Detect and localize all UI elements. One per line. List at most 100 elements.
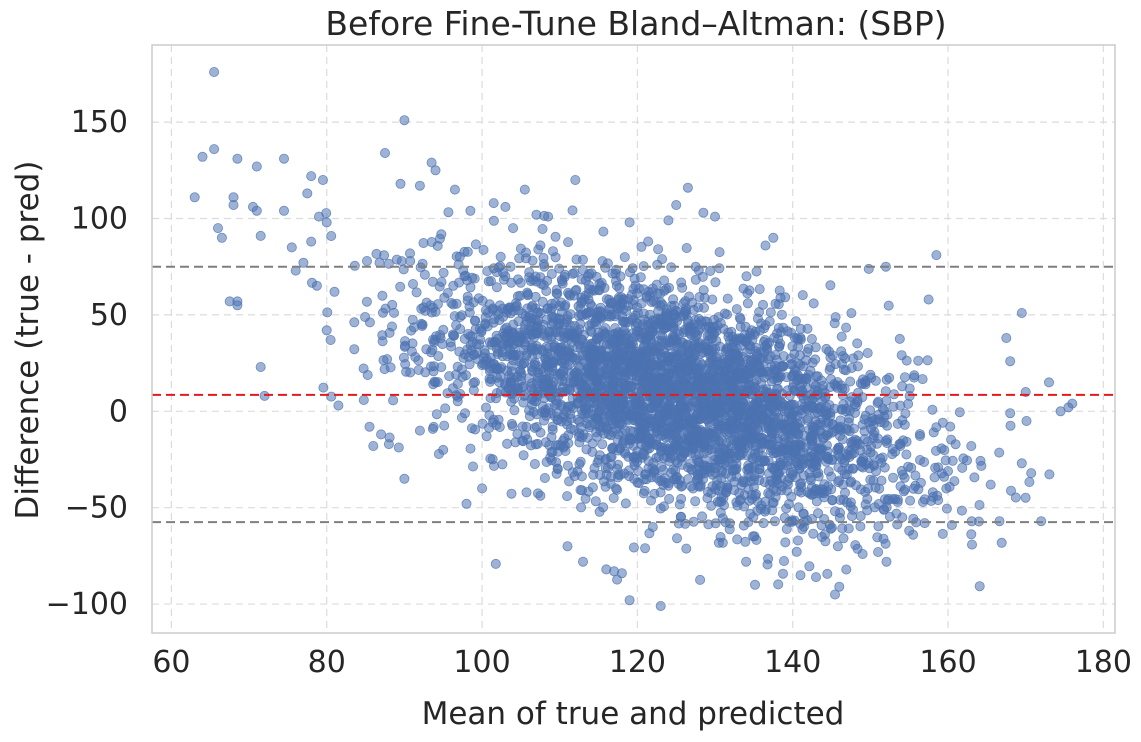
- data-point: [399, 115, 410, 126]
- data-point: [917, 374, 928, 385]
- data-point: [738, 520, 749, 531]
- data-point: [918, 496, 929, 507]
- y-tick-label: 0: [109, 394, 128, 429]
- data-point: [773, 468, 784, 479]
- data-point: [1044, 469, 1055, 480]
- data-point: [804, 561, 815, 572]
- data-point: [228, 192, 239, 203]
- data-point: [722, 293, 733, 304]
- data-point: [721, 484, 732, 495]
- data-point: [627, 263, 638, 274]
- data-point: [467, 461, 478, 472]
- data-point: [868, 429, 879, 440]
- y-axis-label: Difference (true - pred): [10, 161, 46, 520]
- data-point: [683, 318, 694, 329]
- data-point: [913, 355, 924, 366]
- data-point: [653, 244, 664, 255]
- data-point: [677, 459, 688, 470]
- data-point: [527, 352, 538, 363]
- data-point: [571, 254, 582, 265]
- data-point: [899, 419, 910, 430]
- data-point: [919, 456, 930, 467]
- data-point: [748, 482, 759, 493]
- data-point: [819, 492, 830, 503]
- data-point: [894, 333, 905, 344]
- data-point: [576, 405, 587, 416]
- data-point: [873, 521, 884, 532]
- data-point: [822, 568, 833, 579]
- data-point: [552, 414, 563, 425]
- data-point: [751, 266, 762, 277]
- data-point: [636, 298, 647, 309]
- data-point: [595, 302, 606, 313]
- data-point: [752, 417, 763, 428]
- data-point: [937, 417, 948, 428]
- data-point: [623, 409, 634, 420]
- data-point: [837, 434, 848, 445]
- data-point: [452, 361, 463, 372]
- data-point: [349, 317, 360, 328]
- data-point: [596, 313, 607, 324]
- data-point: [741, 271, 752, 282]
- data-point: [698, 207, 709, 218]
- data-point: [485, 453, 496, 464]
- data-point: [880, 538, 891, 549]
- data-point: [437, 339, 448, 350]
- data-point: [602, 424, 613, 435]
- x-tick-label: 120: [609, 645, 666, 680]
- data-point: [573, 301, 584, 312]
- data-point: [877, 452, 888, 463]
- x-tick-label: 140: [764, 645, 821, 680]
- data-point: [613, 302, 624, 313]
- data-point: [529, 458, 540, 469]
- data-point: [841, 448, 852, 459]
- data-point: [996, 537, 1007, 548]
- data-point: [589, 350, 600, 361]
- data-point: [495, 251, 506, 262]
- data-point: [506, 372, 517, 383]
- data-point: [714, 263, 725, 274]
- data-point: [681, 543, 692, 554]
- data-point: [667, 451, 678, 462]
- data-point: [490, 558, 501, 569]
- data-point: [449, 311, 460, 322]
- data-point: [641, 474, 652, 485]
- data-point: [637, 405, 648, 416]
- data-point: [958, 453, 969, 464]
- data-point: [326, 230, 337, 241]
- data-point: [733, 409, 744, 420]
- data-point: [879, 417, 890, 428]
- data-point: [732, 354, 743, 365]
- data-point: [676, 277, 687, 288]
- data-point: [774, 285, 785, 296]
- data-point: [808, 298, 819, 309]
- data-point: [718, 492, 729, 503]
- data-point: [950, 439, 961, 450]
- data-point: [862, 505, 873, 516]
- data-point: [570, 174, 581, 185]
- data-point: [628, 328, 639, 339]
- data-point: [826, 427, 837, 438]
- data-point: [653, 451, 664, 462]
- data-point: [695, 343, 706, 354]
- data-point: [644, 433, 655, 444]
- data-point: [786, 327, 797, 338]
- data-point: [1016, 458, 1027, 469]
- data-point: [574, 310, 585, 321]
- data-point: [834, 581, 845, 592]
- data-point: [754, 464, 765, 475]
- data-point: [795, 570, 806, 581]
- data-point: [477, 418, 488, 429]
- data-point: [905, 495, 916, 506]
- data-point: [278, 205, 289, 216]
- data-point: [642, 333, 653, 344]
- data-point: [329, 286, 340, 297]
- data-point: [758, 299, 769, 310]
- data-point: [480, 312, 491, 323]
- data-point: [778, 322, 789, 333]
- data-point: [707, 431, 718, 442]
- data-point: [844, 405, 855, 416]
- data-point: [1005, 408, 1016, 419]
- data-point: [1024, 476, 1035, 487]
- data-point: [764, 316, 775, 327]
